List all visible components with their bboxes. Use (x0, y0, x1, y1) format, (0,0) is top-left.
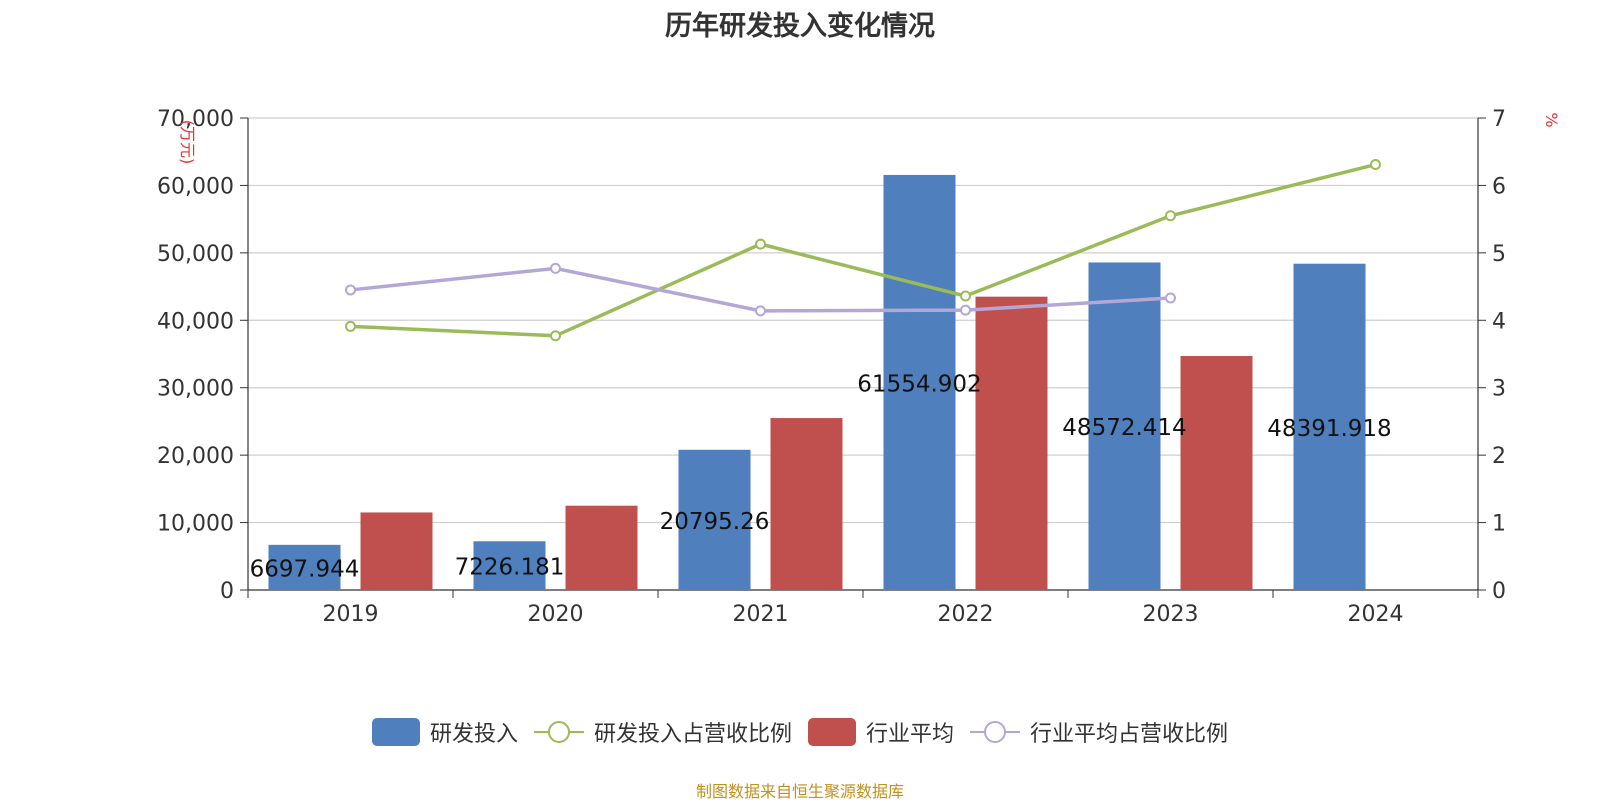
line-point (550, 262, 561, 274)
bar (268, 544, 341, 590)
x-tick-label: 2019 (323, 602, 379, 627)
y-right-tick-label: 1 (1492, 512, 1506, 537)
bar-value-label: 48391.918 (1267, 416, 1391, 442)
bar-value-label: 20795.26 (660, 509, 770, 535)
y-left-tick-label: 30,000 (157, 377, 234, 402)
y-right-axis-label: % (1542, 112, 1561, 127)
y-right-tick-label: 3 (1492, 377, 1506, 402)
legend-item-industry-ratio[interactable]: 行业平均占营收比例 (970, 716, 1228, 748)
y-right-tick-label: 0 (1492, 579, 1506, 604)
line-point (960, 290, 971, 302)
bar-value-label: 7226.181 (455, 555, 565, 581)
bar (678, 449, 751, 590)
legend-swatch-bar-icon (808, 718, 856, 746)
y-left-tick-label: 0 (220, 579, 234, 604)
line-point (550, 330, 561, 342)
line-point (345, 284, 356, 296)
y-left-tick-label: 40,000 (157, 309, 234, 334)
x-tick-label: 2021 (733, 602, 789, 627)
bar (975, 296, 1048, 590)
line-point (960, 304, 971, 316)
legend-label: 行业平均 (866, 722, 955, 747)
y-left-tick-label: 60,000 (157, 174, 234, 199)
y-right-tick-label: 7 (1492, 107, 1506, 132)
y-left-tick-label: 50,000 (157, 242, 234, 267)
bar (360, 512, 433, 590)
series-line (350, 162, 1376, 338)
y-right-tick-label: 2 (1492, 444, 1506, 469)
x-tick-label: 2023 (1143, 602, 1199, 627)
legend-item-rd-ratio[interactable]: 研发投入占营收比例 (533, 716, 792, 748)
data-source-note: 制图数据来自恒生聚源数据库 (695, 782, 904, 801)
legend-label: 行业平均占营收比例 (1030, 722, 1229, 747)
y-left-axis-label: (万元) (178, 120, 197, 165)
line-point (1165, 292, 1176, 304)
series-line (350, 266, 1171, 313)
bar (883, 174, 956, 590)
bar-value-label: 48572.414 (1062, 415, 1186, 441)
x-tick-label: 2022 (938, 602, 994, 627)
x-tick-label: 2020 (528, 602, 584, 627)
line-point (345, 320, 356, 332)
legend: 研发投入 研发投入占营收比例 行业平均 行业平均占营收比例 (0, 716, 1600, 748)
legend-swatch-bar-icon (371, 718, 420, 746)
bar-value-label: 61554.902 (857, 371, 981, 397)
y-left-tick-label: 70,000 (157, 107, 234, 132)
y-left-tick-label: 10,000 (157, 512, 234, 537)
line-point (755, 305, 766, 317)
legend-label: 研发投入 (429, 722, 518, 747)
legend-label: 研发投入占营收比例 (593, 722, 792, 747)
legend-item-industry-average[interactable]: 行业平均 (808, 716, 954, 748)
legend-swatch-line-icon (533, 721, 584, 743)
legend-item-rd-investment[interactable]: 研发投入 (371, 716, 518, 748)
y-left-tick-label: 20,000 (157, 444, 234, 469)
bar (1088, 262, 1161, 590)
legend-swatch-line-icon (970, 721, 1021, 743)
bar (473, 541, 546, 590)
line-point (1370, 159, 1381, 171)
y-right-tick-label: 6 (1492, 174, 1506, 199)
bar (565, 505, 638, 590)
x-tick-label: 2024 (1348, 602, 1404, 627)
bar (1180, 356, 1253, 590)
chart-title: 历年研发投入变化情况 (665, 11, 935, 42)
y-right-tick-label: 4 (1492, 309, 1506, 334)
bar (770, 418, 843, 590)
line-point (1165, 210, 1176, 222)
y-right-tick-label: 5 (1492, 242, 1506, 267)
line-point (755, 238, 766, 250)
bar-value-label: 6697.944 (250, 556, 360, 582)
bar (1293, 263, 1366, 590)
